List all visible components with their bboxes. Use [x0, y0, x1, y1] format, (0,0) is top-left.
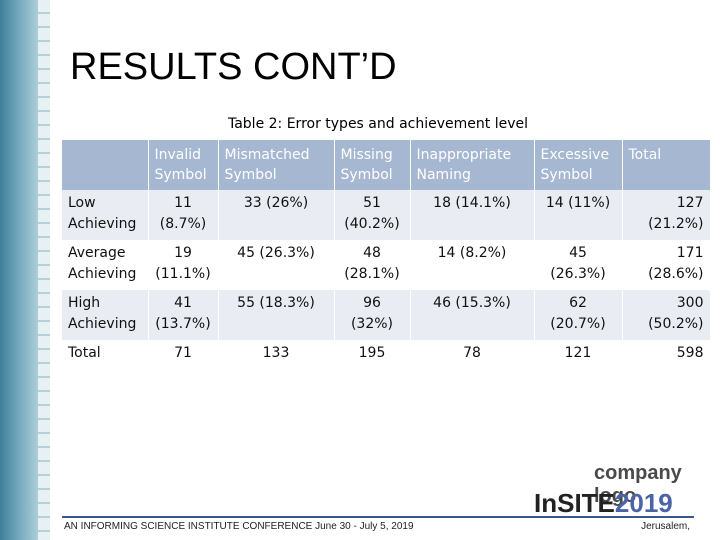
- row-label: Low Achieving: [62, 190, 149, 240]
- table-cell: 14 (8.2%): [410, 240, 535, 290]
- header-cell: Total: [622, 140, 710, 190]
- row-label: High Achieving: [62, 290, 149, 340]
- table-row: Average Achieving 19 (11.1%) 45 (26.3%) …: [62, 240, 711, 290]
- insite-logo: InSITE2019: [534, 488, 673, 519]
- table-header-row: Invalid Symbol Mismatched Symbol Missing…: [62, 140, 710, 190]
- table-cell: 14 (11%): [534, 190, 623, 240]
- table-cell: 121: [534, 340, 623, 372]
- table-row: Low Achieving 11 (8.7%) 33 (26%) 51 (40.…: [62, 190, 711, 240]
- company-logo-text: company logo: [594, 462, 682, 507]
- insite-logo-prefix: InSITE: [534, 488, 615, 518]
- table-cell: 51 (40.2%): [334, 190, 411, 240]
- error-types-table: Invalid Symbol Mismatched Symbol Missing…: [62, 140, 711, 372]
- table-cell: 62 (20.7%): [534, 290, 623, 340]
- table-cell: 45 (26.3%): [534, 240, 623, 290]
- table-caption: Table 2: Error types and achievement lev…: [227, 116, 528, 132]
- table-cell: 11 (8.7%): [148, 190, 219, 240]
- results-table-container: Invalid Symbol Mismatched Symbol Missing…: [62, 140, 711, 372]
- table-cell: 45 (26.3%): [218, 240, 335, 290]
- table-cell: 127 (21.2%): [622, 190, 711, 240]
- footer-divider: [62, 516, 694, 518]
- header-cell: Excessive Symbol: [534, 140, 623, 190]
- table-cell: 78: [410, 340, 535, 372]
- table-cell: 48 (28.1%): [334, 240, 411, 290]
- insite-logo-year: 2019: [614, 488, 673, 518]
- table-row: Total 71 133 195 78 121 598: [62, 340, 711, 372]
- table-cell: 41 (13.7%): [148, 290, 219, 340]
- decorative-side-band: [0, 0, 50, 540]
- header-cell: Mismatched Symbol: [218, 140, 335, 190]
- table-row: High Achieving 41 (13.7%) 55 (18.3%) 96 …: [62, 290, 711, 340]
- table-cell: 33 (26%): [218, 190, 335, 240]
- table-cell: 96 (32%): [334, 290, 411, 340]
- table-cell: 19 (11.1%): [148, 240, 219, 290]
- header-cell: Invalid Symbol: [148, 140, 219, 190]
- slide-title: RESULTS CONT’D: [70, 46, 397, 88]
- table-cell: 71: [148, 340, 219, 372]
- table-cell: 195: [334, 340, 411, 372]
- table-cell: 133: [218, 340, 335, 372]
- table-cell: 598: [622, 340, 711, 372]
- table-cell: 300 (50.2%): [622, 290, 711, 340]
- table-cell: 46 (15.3%): [410, 290, 535, 340]
- header-cell: Inappropriate Naming: [410, 140, 535, 190]
- header-cell: [62, 140, 149, 190]
- conference-logo: company logo InSITE2019: [534, 462, 694, 522]
- header-cell: Missing Symbol: [334, 140, 411, 190]
- footer-location-text: Jerusalem,: [641, 521, 690, 532]
- table-cell: 171 (28.6%): [622, 240, 711, 290]
- footer-conference-text: AN INFORMING SCIENCE INSTITUTE CONFERENC…: [64, 521, 414, 532]
- table-cell: 18 (14.1%): [410, 190, 535, 240]
- row-label: Total: [62, 340, 149, 372]
- row-label: Average Achieving: [62, 240, 149, 290]
- table-cell: 55 (18.3%): [218, 290, 335, 340]
